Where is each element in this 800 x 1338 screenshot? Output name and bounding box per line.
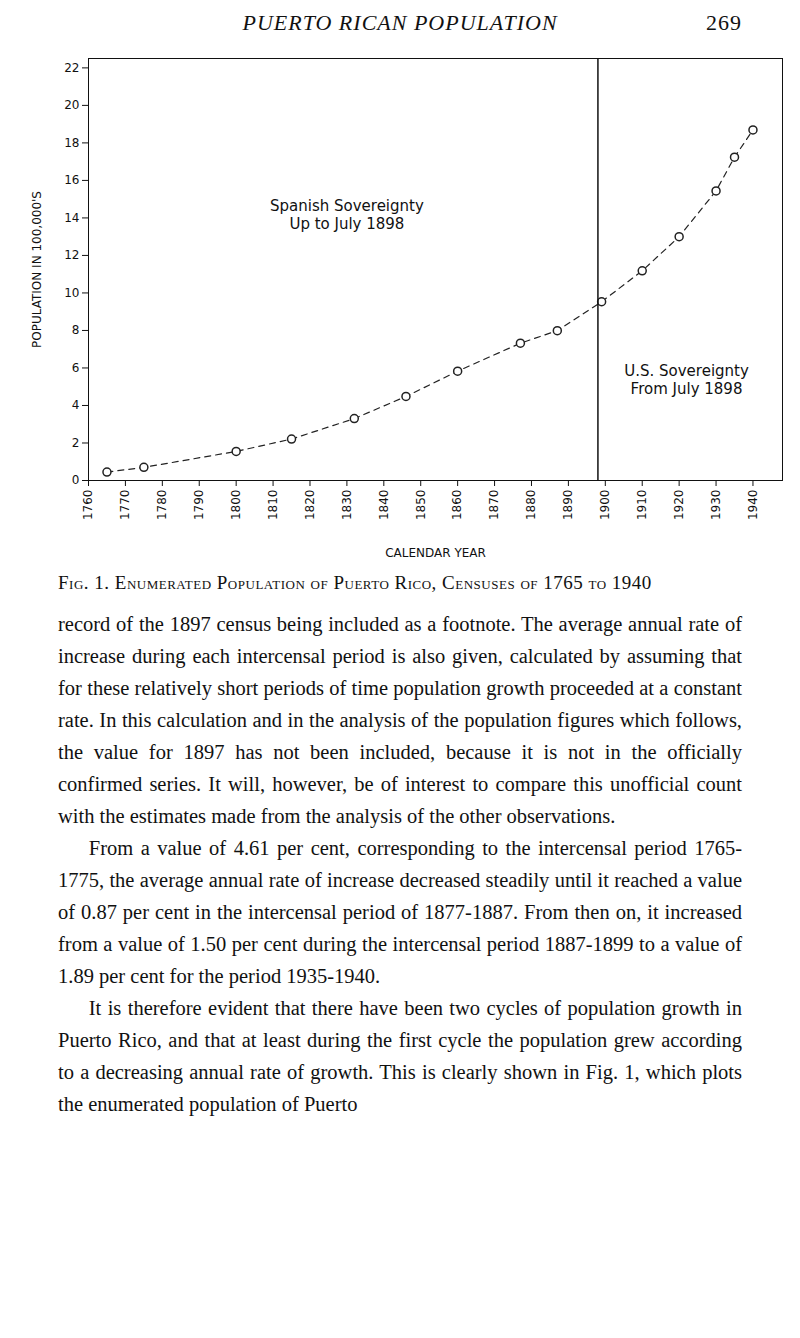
svg-text:2: 2 xyxy=(72,436,80,450)
svg-text:12: 12 xyxy=(64,248,79,262)
html-text:269: 269 xyxy=(706,10,742,35)
html-text:record of the 1897 census bein: record of the 1897 census being included… xyxy=(58,613,742,827)
svg-text:1770: 1770 xyxy=(118,490,132,521)
svg-text:Spanish SovereigntyUp to July: Spanish SovereigntyUp to July 1898 xyxy=(270,197,424,233)
svg-text:POPULATION IN 100,000'S: POPULATION IN 100,000'S xyxy=(30,191,44,348)
svg-text:6: 6 xyxy=(72,361,80,375)
svg-text:1930: 1930 xyxy=(709,490,723,521)
html-text:From a value of 4.61 per cent,: From a value of 4.61 per cent, correspon… xyxy=(58,837,742,987)
svg-text:CALENDAR YEAR: CALENDAR YEAR xyxy=(385,546,486,560)
svg-text:1780: 1780 xyxy=(155,490,169,521)
svg-text:1870: 1870 xyxy=(487,490,501,521)
svg-text:1860: 1860 xyxy=(450,490,464,521)
svg-text:18: 18 xyxy=(64,136,79,150)
svg-text:1820: 1820 xyxy=(303,490,317,521)
svg-text:1830: 1830 xyxy=(340,490,354,521)
svg-text:1810: 1810 xyxy=(266,490,280,521)
svg-text:1840: 1840 xyxy=(377,490,391,521)
svg-text:1790: 1790 xyxy=(192,490,206,521)
svg-text:0: 0 xyxy=(72,473,80,487)
html-text:PUERTO RICAN POPULATION: PUERTO RICAN POPULATION xyxy=(242,10,558,35)
svg-text:1880: 1880 xyxy=(524,490,538,521)
svg-text:1900: 1900 xyxy=(598,490,612,521)
svg-text:1760: 1760 xyxy=(81,490,95,521)
svg-text:1920: 1920 xyxy=(672,490,686,521)
svg-text:1890: 1890 xyxy=(561,490,575,521)
svg-text:14: 14 xyxy=(64,211,79,225)
svg-text:22: 22 xyxy=(64,61,79,75)
svg-text:1850: 1850 xyxy=(414,490,428,521)
svg-text:10: 10 xyxy=(64,286,79,300)
html-text:It is therefore evident that t: It is therefore evident that there have … xyxy=(58,997,742,1115)
svg-text:1940: 1940 xyxy=(746,490,760,521)
svg-text:8: 8 xyxy=(72,323,80,337)
svg-text:4: 4 xyxy=(72,398,80,412)
svg-text:U.S. SovereigntyFrom July 1898: U.S. SovereigntyFrom July 1898 xyxy=(624,362,749,398)
html-text:Fig. 1. Enumerated Population: Fig. 1. Enumerated Population of Puerto … xyxy=(58,572,652,593)
svg-text:20: 20 xyxy=(64,98,79,112)
svg-text:1910: 1910 xyxy=(635,490,649,521)
svg-text:16: 16 xyxy=(64,173,79,187)
svg-text:1800: 1800 xyxy=(229,490,243,521)
